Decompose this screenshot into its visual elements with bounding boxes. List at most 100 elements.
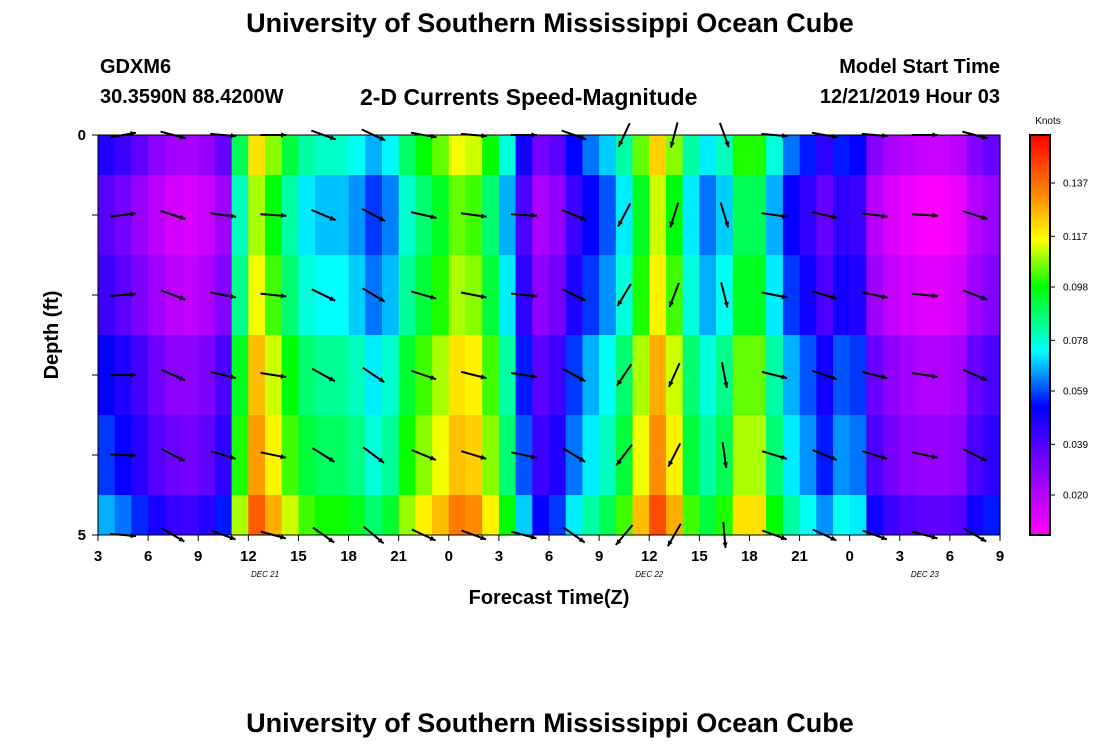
heatmap-cell: [549, 335, 567, 415]
heatmap-cell: [732, 135, 750, 175]
vector-arrowhead: [579, 376, 586, 382]
vector-arrowhead: [668, 380, 674, 387]
heatmap-cell: [448, 255, 467, 335]
heatmap-cell: [148, 135, 166, 175]
heatmap-cell: [148, 255, 166, 335]
heatmap-cell: [933, 415, 951, 495]
vector-arrowhead: [615, 539, 622, 545]
heatmap-cell: [782, 495, 801, 535]
vector-arrowhead: [329, 296, 336, 301]
vector-arrowhead: [667, 540, 673, 547]
heatmap-cell: [415, 495, 433, 535]
heatmap-cell: [649, 415, 667, 495]
vector-arrowhead: [229, 454, 236, 460]
station-id: GDXM6: [100, 56, 172, 78]
x-tick-label: 15: [290, 548, 307, 565]
heatmap-cell: [398, 495, 416, 535]
date-label: DEC 21: [251, 570, 279, 579]
vector-arrowhead: [280, 534, 286, 540]
vector-arrowhead: [378, 457, 384, 463]
heatmap-cell: [382, 495, 400, 535]
heatmap-cell: [382, 415, 400, 495]
heatmap-cell: [949, 495, 968, 535]
heatmap-cell: [98, 415, 116, 495]
heatmap-cell: [198, 135, 216, 175]
heatmap-cell: [298, 495, 316, 535]
heatmap-cell: [732, 335, 750, 415]
heatmap-cell: [498, 135, 517, 175]
vector-arrowhead: [669, 221, 675, 228]
heatmap-cell: [916, 135, 934, 175]
heatmap-cell: [549, 495, 567, 535]
heatmap-cell: [231, 335, 249, 415]
vector-arrowhead: [429, 455, 436, 461]
vector-arrowhead: [230, 293, 236, 299]
heatmap-cell: [565, 135, 583, 175]
vector-arrowhead: [280, 212, 287, 218]
heatmap-cell: [198, 415, 216, 495]
heatmap-cell: [432, 175, 450, 255]
colorbar-tick-label: 0.039: [1063, 440, 1088, 451]
heatmap-cell: [432, 135, 450, 175]
heatmap-cell: [231, 175, 249, 255]
heatmap-cell: [148, 335, 166, 415]
heatmap-cell: [231, 415, 249, 495]
heatmap-cell: [398, 415, 416, 495]
heatmap-cell: [582, 495, 600, 535]
vector-arrowhead: [931, 454, 938, 460]
heatmap-cell: [799, 495, 817, 535]
heatmap-cell: [131, 175, 149, 255]
heatmap-cell: [181, 335, 199, 415]
heatmap-cell: [298, 135, 316, 175]
colorbar-tick-label: 0.117: [1063, 232, 1088, 243]
x-axis-label: Forecast Time(Z): [469, 587, 630, 609]
heatmap-cell: [198, 175, 216, 255]
vector-arrowhead: [981, 134, 988, 140]
heatmap-cell: [716, 135, 734, 175]
heatmap-cell: [883, 495, 901, 535]
heatmap-cell: [833, 175, 851, 255]
heatmap-cell: [448, 495, 467, 535]
heatmap-cell: [231, 135, 249, 175]
vector-arrowhead: [178, 456, 185, 461]
vector-arrowhead: [179, 295, 186, 301]
heatmap-cell: [248, 495, 266, 535]
heatmap-cell: [315, 495, 333, 535]
heatmap-cell: [632, 415, 650, 495]
heatmap-cell: [766, 495, 784, 535]
heatmap-cell: [599, 255, 617, 335]
heatmap-cell: [198, 335, 216, 415]
x-tick-label: 18: [741, 548, 758, 565]
vector-arrowhead: [130, 291, 136, 298]
vector-arrowhead: [881, 213, 888, 219]
heatmap-cell: [732, 175, 750, 255]
vector-arrowhead: [830, 535, 837, 541]
vector-arrowhead: [780, 535, 787, 541]
x-tick-label: 21: [390, 548, 407, 565]
vector-arrowhead: [280, 454, 287, 460]
y-tick-label: 5: [78, 527, 86, 544]
heatmap-cell: [749, 255, 767, 335]
heatmap-cell: [398, 175, 416, 255]
heatmap-cell: [348, 255, 366, 335]
vector-arrowhead: [378, 377, 385, 383]
vector-arrowhead: [430, 294, 437, 300]
heatmap-cell: [98, 175, 116, 255]
heatmap-cell: [315, 135, 333, 175]
vector-arrowhead: [130, 533, 136, 539]
heatmap-cell: [899, 255, 918, 335]
heatmap-cell: [382, 135, 400, 175]
heatmap-cell: [298, 335, 316, 415]
vector-arrowhead: [530, 534, 537, 540]
heatmap-cell: [582, 135, 600, 175]
vector-arrowhead: [378, 296, 385, 302]
heatmap-cell: [498, 175, 517, 255]
heatmap-cell: [298, 415, 316, 495]
heatmap-cell: [482, 495, 500, 535]
heatmap-cell: [515, 495, 533, 535]
heatmap-cell: [749, 495, 767, 535]
vector-arrowhead: [530, 454, 537, 460]
heatmap-cell: [849, 255, 867, 335]
page-title: University of Southern Mississippi Ocean…: [246, 8, 854, 38]
heatmap-cell: [649, 175, 667, 255]
